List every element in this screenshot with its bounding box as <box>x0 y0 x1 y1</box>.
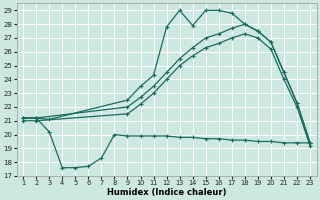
X-axis label: Humidex (Indice chaleur): Humidex (Indice chaleur) <box>107 188 226 197</box>
